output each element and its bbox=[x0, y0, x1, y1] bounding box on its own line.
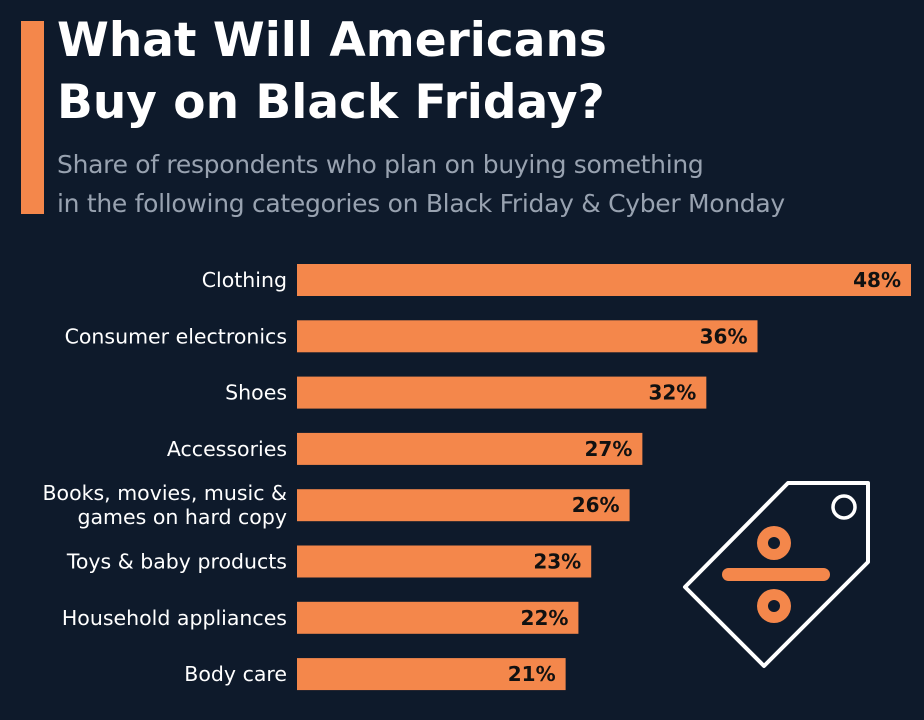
category-label-0: Clothing bbox=[202, 268, 287, 292]
category-label-1: Consumer electronics bbox=[65, 324, 287, 348]
bar-5 bbox=[297, 545, 592, 578]
category-label-4-line-1: games on hard copy bbox=[77, 505, 287, 529]
bar-4 bbox=[297, 489, 630, 522]
category-label-7: Body care bbox=[184, 662, 287, 686]
chart-subtitle-line-2: in the following categories on Black Fri… bbox=[57, 189, 785, 218]
bar-value-label-6: 22% bbox=[521, 606, 569, 630]
bar-7 bbox=[297, 658, 566, 691]
chart-title-line-1: What Will Americans bbox=[57, 13, 607, 68]
bar-value-label-1: 36% bbox=[700, 324, 748, 348]
chart-subtitle: Share of respondents who plan on buying … bbox=[57, 145, 785, 223]
bar-value-label-4: 26% bbox=[572, 493, 620, 517]
category-label-5: Toys & baby products bbox=[66, 550, 287, 574]
chart-title: What Will Americans Buy on Black Friday? bbox=[57, 10, 607, 134]
accent-bar bbox=[21, 21, 44, 214]
category-label-4-line-0: Books, movies, music & bbox=[42, 481, 287, 505]
bar-0 bbox=[297, 264, 911, 296]
category-label-6: Household appliances bbox=[62, 606, 287, 630]
chart-title-line-2: Buy on Black Friday? bbox=[57, 75, 605, 130]
bar-6 bbox=[297, 601, 579, 634]
bar-3 bbox=[297, 432, 643, 465]
bar-2 bbox=[297, 376, 707, 409]
category-label-2: Shoes bbox=[225, 381, 287, 405]
price-tag-percent-icon bbox=[683, 481, 870, 668]
bar-value-label-0: 48% bbox=[853, 268, 901, 292]
chart-subtitle-line-1: Share of respondents who plan on buying … bbox=[57, 150, 704, 179]
bar-value-label-5: 23% bbox=[533, 550, 581, 574]
category-label-3: Accessories bbox=[167, 437, 287, 461]
bar-1 bbox=[297, 320, 758, 353]
bar-value-label-7: 21% bbox=[508, 662, 556, 686]
bar-value-label-2: 32% bbox=[648, 381, 696, 405]
bar-value-label-3: 27% bbox=[585, 437, 633, 461]
